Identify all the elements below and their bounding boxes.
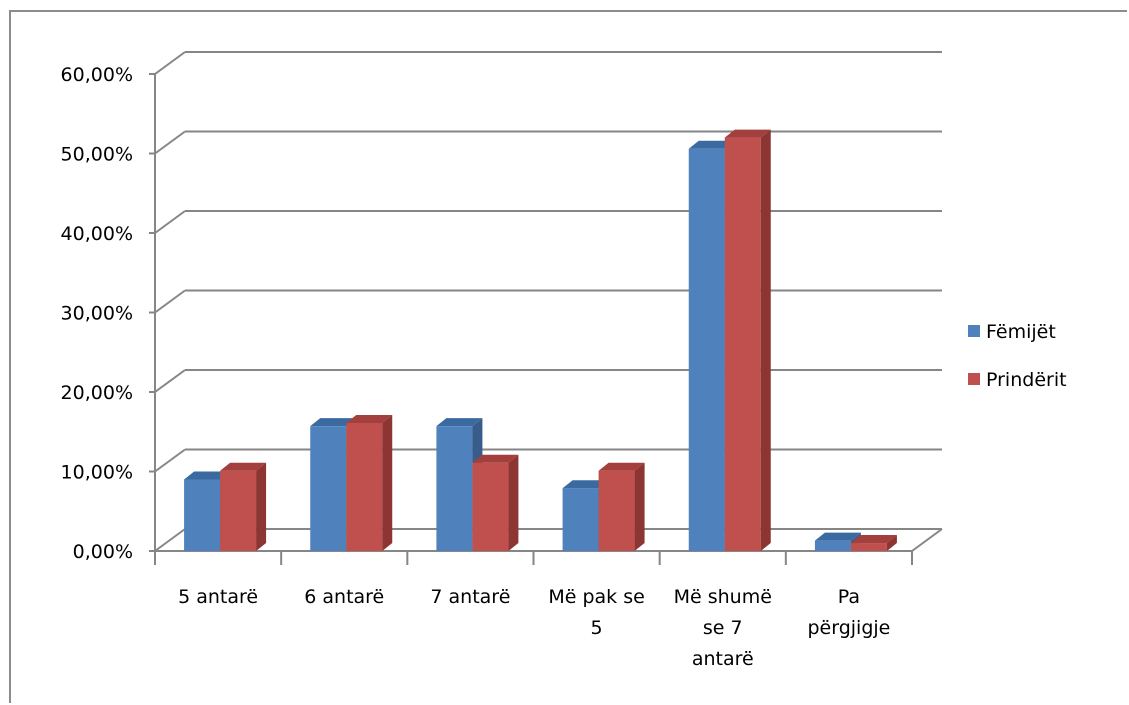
bar-top (850, 535, 897, 544)
bar-top (814, 532, 861, 541)
bar-top (436, 418, 483, 427)
bar-front (688, 148, 725, 552)
bar-front (598, 470, 635, 551)
y-tick-label: 50,00% (61, 144, 133, 166)
legend-label: Fëmijët (986, 321, 1056, 343)
bar-side (256, 462, 267, 551)
x-tick-label: Më shumë se 7 antarë (674, 586, 772, 670)
x-tick-label: Më pak se 5 (548, 586, 644, 639)
bar-side (508, 454, 519, 551)
gridline-depth (154, 210, 186, 234)
bar-side (382, 415, 393, 551)
bar-front (472, 462, 509, 551)
bar-front (184, 479, 221, 551)
bar-side (886, 535, 897, 551)
bar-top (724, 129, 771, 138)
y-tick-label: 40,00% (61, 223, 133, 245)
legend-swatch (968, 373, 980, 385)
bar-front (220, 470, 257, 551)
gridline-depth (154, 130, 186, 155)
floor-edge (911, 528, 943, 552)
x-tick-label: 6 antarë (304, 586, 384, 608)
bar-top (598, 462, 645, 471)
y-tick-label: 30,00% (61, 303, 133, 325)
bar-front (814, 540, 851, 551)
bar-front (850, 543, 887, 551)
bar-top (346, 415, 393, 424)
gridline-depth (154, 448, 186, 473)
bar-top (472, 454, 519, 463)
bar-top (220, 462, 267, 471)
legend-label: Prindërit (986, 369, 1067, 391)
gridline-depth (154, 369, 186, 393)
chart-frame (9, 10, 1127, 703)
y-tick-label: 0,00% (73, 541, 133, 563)
bar-front (562, 488, 599, 551)
bar-front (346, 423, 383, 551)
x-tick-label: 5 antarë (178, 586, 258, 608)
bar-top (184, 471, 231, 480)
bar-front (724, 137, 761, 551)
gridline-depth (154, 528, 186, 552)
x-tick-label: 7 antarë (430, 586, 510, 608)
y-tick-label: 20,00% (61, 382, 133, 404)
bar-top (310, 418, 357, 427)
gridline-depth (154, 289, 186, 314)
x-tick-label: Pa përgjigje (807, 586, 890, 639)
bar-top (688, 140, 735, 149)
bar-top (562, 480, 609, 489)
legend-swatch (968, 325, 980, 337)
y-tick-label: 60,00% (61, 64, 133, 86)
gridline-depth (154, 51, 186, 75)
y-tick-label: 10,00% (61, 462, 133, 484)
bar-side (634, 462, 645, 551)
bar-side (760, 129, 771, 551)
bar-front (436, 426, 473, 551)
bar-front (310, 426, 347, 551)
